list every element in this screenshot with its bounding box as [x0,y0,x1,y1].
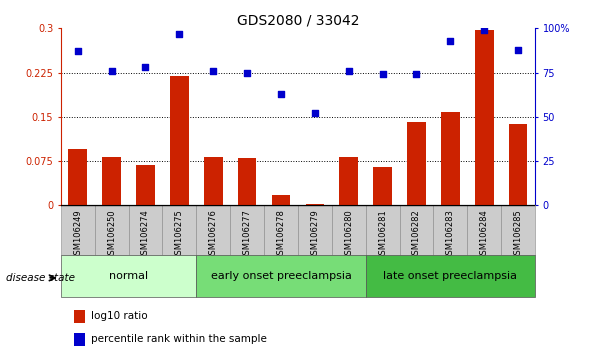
Text: early onset preeclampsia: early onset preeclampsia [210,271,351,281]
Bar [95,205,128,255]
Bar [407,121,426,205]
Text: GSM106250: GSM106250 [107,209,116,260]
Text: GSM106279: GSM106279 [310,209,319,260]
Point [513,47,523,52]
Point [378,72,387,77]
Text: GSM106275: GSM106275 [175,209,184,260]
Point [73,48,83,54]
Bar [74,310,85,323]
Title: GDS2080 / 33042: GDS2080 / 33042 [237,13,359,27]
Bar [339,157,358,205]
Text: GSM106280: GSM106280 [344,209,353,260]
Text: log10 ratio: log10 ratio [91,312,147,321]
Bar [61,255,196,297]
Text: GSM106284: GSM106284 [480,209,489,260]
Bar [441,112,460,205]
Text: GSM106277: GSM106277 [243,209,252,260]
Bar [136,165,155,205]
Point [107,68,117,74]
Bar [196,205,230,255]
Bar [170,75,188,205]
Bar [434,205,468,255]
Bar [468,205,501,255]
Point [310,110,320,116]
Bar [365,255,535,297]
Bar [204,157,223,205]
Point [344,68,354,74]
Point [174,31,184,36]
Text: GSM106285: GSM106285 [514,209,523,260]
Text: GSM106274: GSM106274 [141,209,150,260]
Bar [238,158,257,205]
Bar [365,205,399,255]
Bar [196,255,365,297]
Bar [230,205,264,255]
Bar [475,29,494,205]
Bar [399,205,434,255]
Point [479,27,489,33]
Bar [373,167,392,205]
Text: percentile rank within the sample: percentile rank within the sample [91,335,266,344]
Bar [332,205,365,255]
Text: GSM106283: GSM106283 [446,209,455,260]
Text: GSM106276: GSM106276 [209,209,218,260]
Bar [162,205,196,255]
Bar [74,333,85,346]
Bar [102,157,121,205]
Point [209,68,218,74]
Text: GSM106249: GSM106249 [73,209,82,260]
Text: GSM106282: GSM106282 [412,209,421,260]
Bar [69,149,87,205]
Text: normal: normal [109,271,148,281]
Text: GSM106281: GSM106281 [378,209,387,260]
Bar [509,124,527,205]
Point [140,64,150,70]
Point [412,72,421,77]
Bar [264,205,298,255]
Point [242,70,252,75]
Bar [501,205,535,255]
Bar [298,205,332,255]
Text: GSM106278: GSM106278 [277,209,286,260]
Bar [272,195,290,205]
Bar [128,205,162,255]
Text: late onset preeclampsia: late onset preeclampsia [384,271,517,281]
Bar [61,205,95,255]
Point [276,91,286,97]
Bar [306,204,324,205]
Point [446,38,455,44]
Text: disease state: disease state [6,273,75,283]
